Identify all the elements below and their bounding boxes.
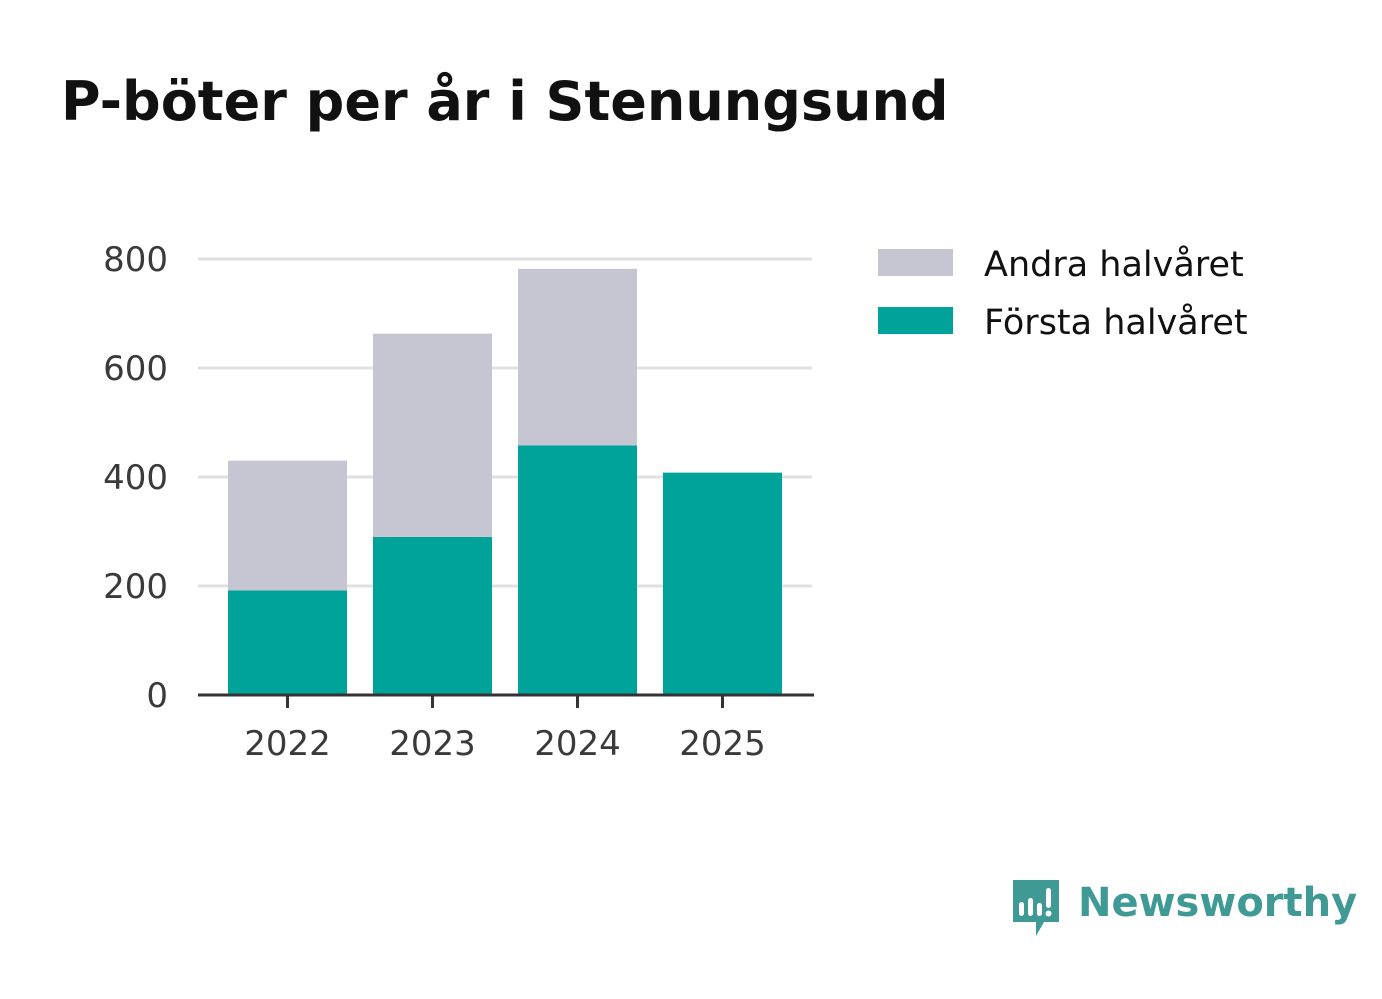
x-tick-label: 2024 xyxy=(534,724,621,764)
x-tick-label: 2022 xyxy=(244,724,331,764)
y-tick-label: 600 xyxy=(103,349,168,389)
brand-name: Newsworthy xyxy=(1078,880,1358,926)
y-tick-label: 800 xyxy=(103,240,168,280)
legend: Andra halvåret Första halvåret xyxy=(878,244,1248,343)
y-tick-label: 200 xyxy=(103,567,168,607)
legend-swatch xyxy=(878,249,953,276)
x-axis-ticks: 2022 2023 2024 2025 xyxy=(244,695,766,764)
bar-2023-series-0 xyxy=(373,536,492,695)
bar-2024-series-1 xyxy=(518,268,637,446)
bar-2023-series-1 xyxy=(373,333,492,537)
bar-2025-series-0 xyxy=(663,472,782,695)
bars xyxy=(228,268,782,695)
bar-2022-series-0 xyxy=(228,590,347,695)
y-axis-ticks: 0 200 400 600 800 xyxy=(103,240,168,716)
x-tick-label: 2023 xyxy=(389,724,476,764)
x-tick-label: 2025 xyxy=(679,724,766,764)
newsworthy-logo-icon xyxy=(1013,880,1059,936)
bar-2022-series-1 xyxy=(228,460,347,591)
y-tick-label: 0 xyxy=(146,676,168,716)
newsworthy-brand: Newsworthy xyxy=(1010,878,1357,942)
legend-label: Första halvåret xyxy=(984,302,1248,343)
bar-2024-series-0 xyxy=(518,445,637,695)
legend-label: Andra halvåret xyxy=(984,244,1244,285)
chart-title: P-böter per år i Stenungsund xyxy=(61,70,949,133)
legend-swatch xyxy=(878,307,953,334)
y-tick-label: 400 xyxy=(103,458,168,498)
